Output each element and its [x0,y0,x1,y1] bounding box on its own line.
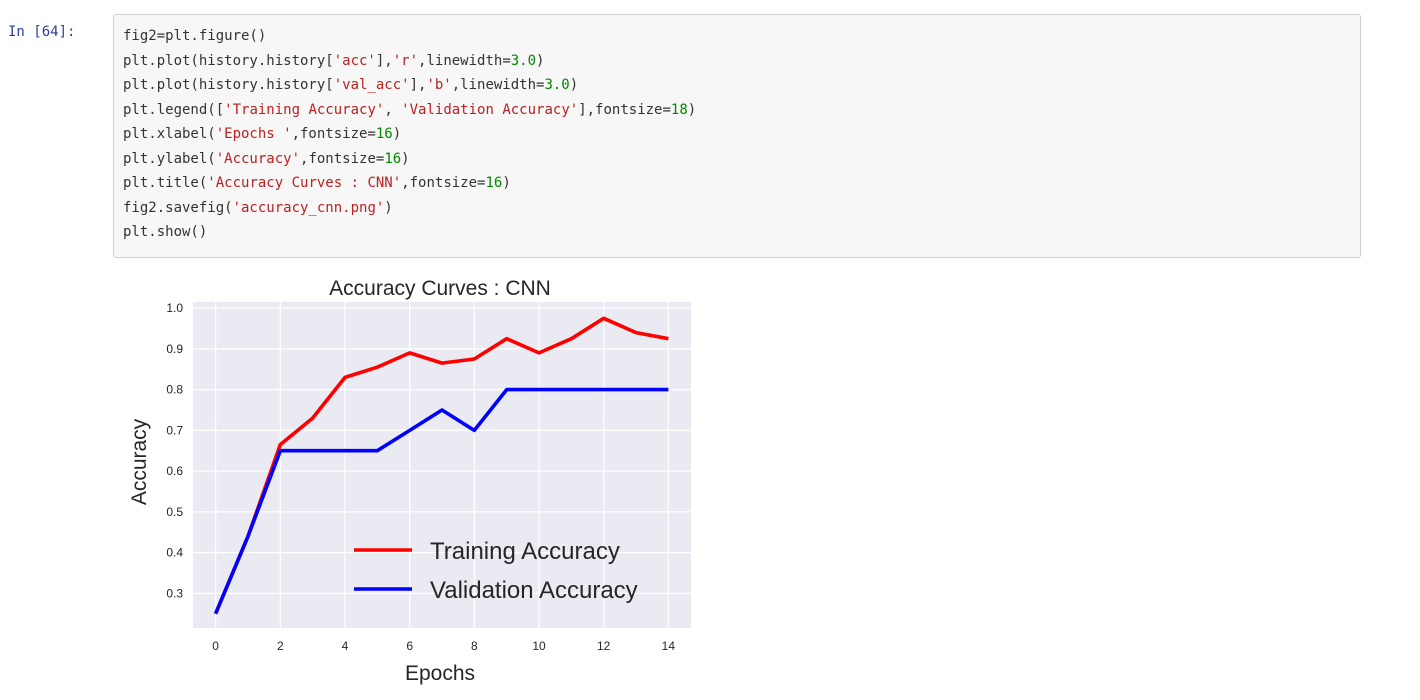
series-line-1 [213,387,669,615]
code-token: 'Validation Accuracy' [401,101,579,118]
x-tick-label: 6 [406,639,413,653]
y-tick-label: 0.8 [166,383,183,397]
code-token: 'accuracy_cnn.png' [232,199,385,216]
code-token: ,fontsize= [291,126,376,142]
code-token: 'r' [392,52,419,69]
code-token: 16 [485,175,503,191]
code-token: fig2.savefig( [123,199,233,216]
code-token: 'Epochs ' [215,126,292,142]
x-tick-label: 12 [597,639,611,653]
x-tick-label: 8 [471,639,478,653]
x-tick-label: 14 [662,639,676,653]
code-token: ,fontsize= [401,175,486,191]
code-token: ) [687,101,697,118]
code-line: plt.plot(history.history['val_acc'],'b',… [123,77,578,93]
code-token: fig2=plt.figure() [123,28,267,44]
accuracy-chart: 0 2 4 6 8 10 12 14 0.3 0.4 0.5 0.6 0.7 0.8 0.9 1.0 Trai… [128,277,691,685]
x-tick-label: 0 [212,639,219,653]
code-line: plt.plot(history.history['acc'],'r',line… [123,53,544,69]
code-token: ], [375,52,393,69]
code-token: ,linewidth= [418,52,511,69]
code-token: 16 [384,150,402,167]
series-line-0 [213,316,669,615]
code-token: 3.0 [544,77,570,93]
code-token: ], [409,77,427,93]
code-token: ) [569,77,579,93]
code-token: plt.title( [123,175,208,191]
y-tick-label: 0.5 [166,505,183,519]
y-tick-label: 0.3 [166,586,183,600]
code-token: ) [392,126,402,142]
code-line: fig2.savefig('accuracy_cnn.png') [123,200,393,216]
code-token: 18 [670,101,688,118]
code-line: plt.xlabel('Epochs ',fontsize=16) [123,126,401,142]
code-token: plt.xlabel( [123,126,216,142]
code-cell[interactable]: fig2=plt.figure() plt.plot(history.histo… [113,14,1361,258]
code-token: ],fontsize= [578,101,671,118]
code-token: ) [536,52,545,69]
code-token: 3.0 [510,52,537,69]
code-token: ,fontsize= [300,150,385,167]
code-editor[interactable]: fig2=plt.figure() plt.plot(history.histo… [123,24,696,245]
code-token: ) [502,175,511,191]
code-token: plt.show() [123,224,208,240]
y-axis-label: Accuracy [128,418,151,505]
code-token: ) [401,150,410,167]
chart-title: Accuracy Curves : CNN [329,277,551,300]
legend-label: Validation Accuracy [430,577,638,604]
code-line: plt.ylabel('Accuracy',fontsize=16) [123,151,410,167]
code-token: 'acc' [333,52,376,69]
y-tick-label: 1.0 [166,301,183,315]
code-token: ) [384,199,393,216]
y-tick-label: 0.7 [166,423,183,437]
legend-label: Training Accuracy [430,538,620,565]
code-token: plt.ylabel( [123,150,216,167]
code-line: fig2=plt.figure() [123,28,266,44]
code-token: 'Accuracy' [215,150,301,167]
y-tick-label: 0.4 [166,546,183,560]
output-area: 0 2 4 6 8 10 12 14 0.3 0.4 0.5 0.6 0.7 0.8 0.9 1.0 Trai… [118,268,718,693]
code-token: 'Training Accuracy' [224,101,385,118]
code-line: plt.show() [123,224,207,240]
code-line: plt.legend(['Training Accuracy', 'Valida… [123,102,696,118]
code-token: 'val_acc' [333,77,410,93]
y-tick-label: 0.9 [166,342,183,356]
input-prompt: In [64]: [8,24,76,40]
code-token: 'b' [426,77,452,93]
code-token: ,linewidth= [451,77,545,93]
code-token: plt.plot(history.history[ [123,77,334,93]
x-tick-label: 4 [342,639,349,653]
x-tick-label: 2 [277,639,284,653]
y-tick-label: 0.6 [166,464,183,478]
code-token: , [384,101,402,118]
code-token: plt.plot(history.history[ [123,52,334,69]
code-token: plt.legend([ [123,101,225,118]
code-token: 'Accuracy Curves : CNN' [207,175,402,191]
x-tick-label: 10 [532,639,546,653]
code-token: 16 [375,126,393,142]
code-line: plt.title('Accuracy Curves : CNN',fontsi… [123,175,511,191]
x-axis-label: Epochs [405,662,475,685]
